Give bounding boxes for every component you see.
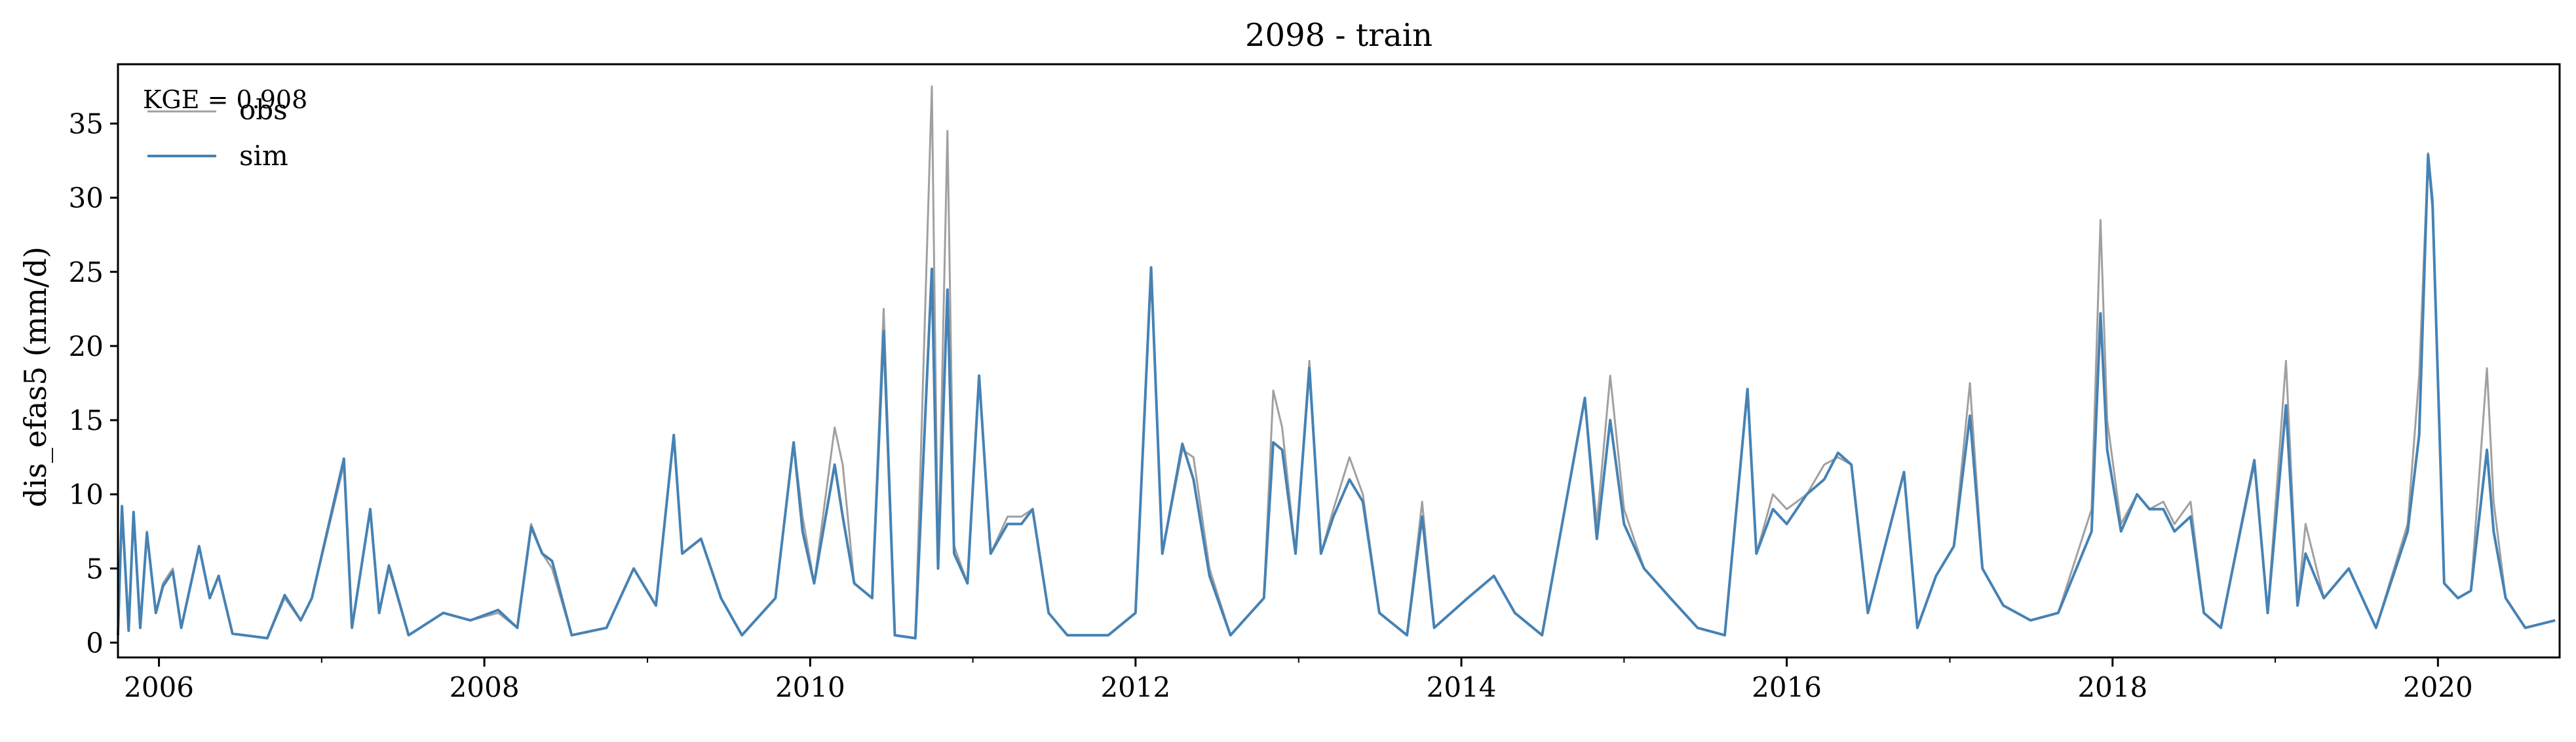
y-tick-label: 0 — [86, 627, 104, 659]
x-tick-label: 2006 — [124, 671, 194, 703]
x-tick-label: 2018 — [2077, 671, 2147, 703]
series-line-sim — [117, 153, 2556, 640]
x-axis-ticks: 2006 2008 2010 2012 2014 2016 2018 2020 — [124, 657, 2473, 703]
y-tick-label: 35 — [69, 108, 104, 140]
legend: KGE = 0.908 obs sim — [143, 85, 307, 172]
x-tick-label: 2014 — [1427, 671, 1497, 703]
y-tick-label: 5 — [86, 553, 104, 585]
y-tick-label: 10 — [69, 478, 104, 511]
x-tick-label: 2016 — [1752, 671, 1822, 703]
legend-label-sim: sim — [239, 140, 288, 172]
y-tick-label: 15 — [69, 404, 104, 437]
legend-label-obs: obs — [239, 94, 288, 126]
y-axis-label: dis_efas5 (mm/d) — [18, 246, 53, 507]
series-layer — [117, 85, 2556, 640]
x-tick-label: 2020 — [2403, 671, 2473, 703]
x-tick-label: 2012 — [1100, 671, 1170, 703]
y-axis-ticks: 0 5 10 15 20 25 30 35 — [69, 108, 118, 659]
x-tick-label: 2008 — [450, 671, 520, 703]
y-tick-label: 25 — [69, 256, 104, 288]
kge-annotation: KGE = 0.908 — [143, 85, 307, 114]
x-tick-label: 2010 — [775, 671, 845, 703]
y-tick-label: 20 — [69, 330, 104, 362]
y-tick-label: 30 — [69, 182, 104, 214]
plot-frame — [117, 63, 2561, 659]
chart-title: 2098 - train — [1245, 17, 1432, 54]
